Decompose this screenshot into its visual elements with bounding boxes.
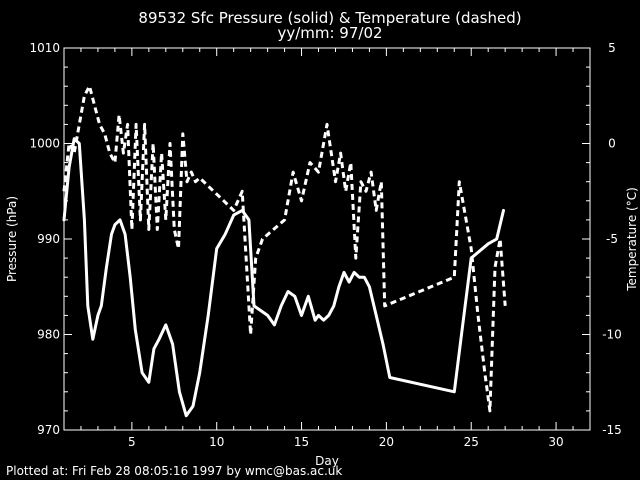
pressure-series-line <box>62 137 505 418</box>
y-axis-left-label: Pressure (hPa) <box>5 196 19 282</box>
x-axis-label: Day <box>315 454 339 468</box>
y-right-tick-label: -15 <box>602 423 622 437</box>
y-right-tick-label: -5 <box>606 232 618 246</box>
chart-subtitle: yy/mm: 97/02 <box>277 24 382 42</box>
y-right-tick-label: -10 <box>602 328 622 342</box>
y-axis-left-ticks: 970 980 990 1000 1010 <box>29 41 72 437</box>
y-axis-right-ticks: -15 -10 -5 0 5 <box>582 41 622 437</box>
x-tick-label: 5 <box>128 435 136 449</box>
temperature-series-line <box>62 84 507 413</box>
x-tick-label: 15 <box>294 435 309 449</box>
plotted-at-footer: Plotted at: Fri Feb 28 08:05:16 1997 by … <box>6 464 342 478</box>
x-tick-label: 30 <box>548 435 563 449</box>
chart-title: 89532 Sfc Pressure (solid) & Temperature… <box>138 9 521 27</box>
y-right-tick-label: 0 <box>608 137 616 151</box>
y-left-tick-label: 970 <box>37 423 60 437</box>
x-tick-label: 20 <box>379 435 394 449</box>
y-right-tick-label: 5 <box>608 41 616 55</box>
y-left-tick-label: 980 <box>37 328 60 342</box>
y-left-tick-label: 990 <box>37 232 60 246</box>
x-tick-label: 25 <box>464 435 479 449</box>
x-axis-ticks: 5 10 15 20 25 30 <box>63 48 591 449</box>
x-tick-label: 10 <box>209 435 224 449</box>
y-left-tick-label: 1000 <box>29 137 60 151</box>
y-axis-right-label: Temperature (°C) <box>625 187 639 292</box>
y-left-tick-label: 1010 <box>29 41 60 55</box>
